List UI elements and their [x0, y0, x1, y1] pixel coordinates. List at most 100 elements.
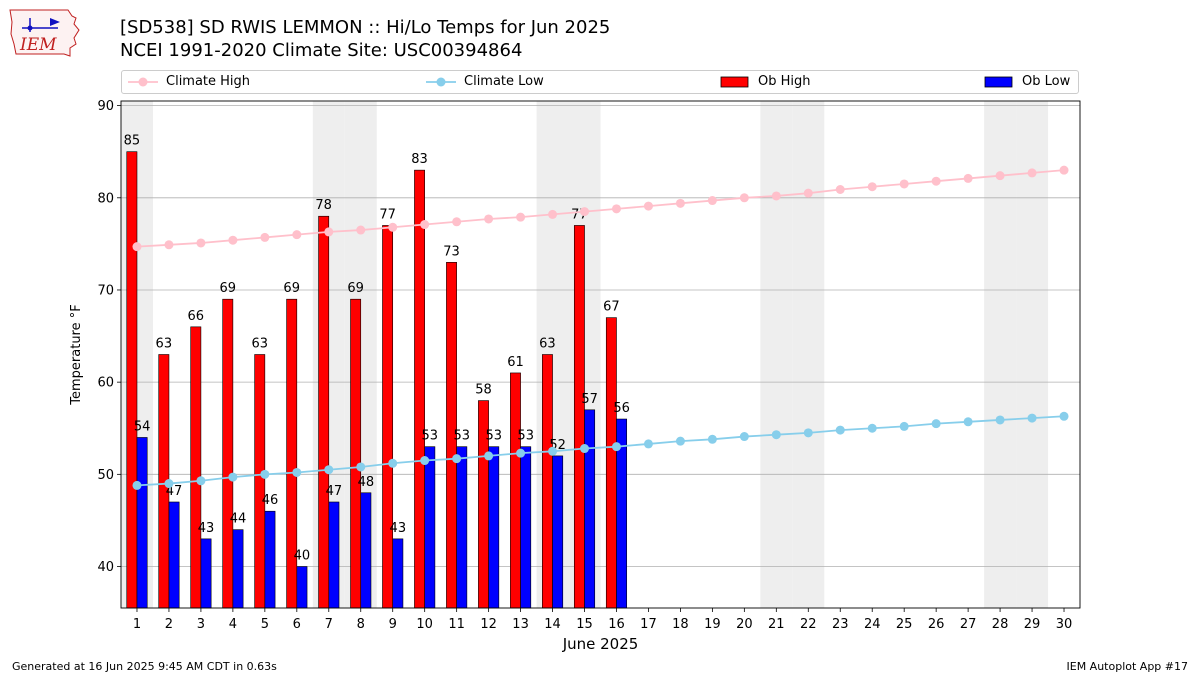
label-ob-high-9: 77 [379, 207, 396, 222]
bar-ob-low-6 [296, 566, 308, 609]
climate-high-point-27 [963, 173, 973, 183]
climate-low-point-7 [324, 465, 334, 475]
bar-ob-low-1 [136, 437, 148, 609]
ytick-label-40: 40 [97, 560, 114, 575]
xtick-label-25: 25 [896, 617, 913, 632]
bar-ob-high-16 [605, 317, 617, 609]
label-ob-low-10: 53 [422, 429, 439, 444]
climate-low-point-24 [867, 423, 877, 433]
weekend-band-29 [1016, 101, 1049, 608]
bar-ob-high-13 [510, 372, 521, 609]
bar-ob-low-7 [328, 501, 340, 609]
label-ob-high-6: 69 [283, 281, 300, 296]
legend-marker-climate-low [426, 77, 456, 86]
climate-low-point-15 [580, 444, 590, 454]
xtick-label-7: 7 [325, 617, 333, 632]
climate-low-point-9 [388, 458, 398, 468]
climate-low-point-28 [995, 415, 1005, 425]
xtick-label-26: 26 [928, 617, 945, 632]
climate-high-point-16 [611, 204, 621, 214]
climate-low-point-11 [452, 454, 462, 464]
legend-label-ob-low: Ob Low [1022, 74, 1071, 89]
xtick-label-22: 22 [800, 617, 817, 632]
climate-high-point-6 [292, 230, 302, 240]
bar-ob-low-2 [168, 501, 180, 609]
label-ob-high-12: 58 [475, 383, 492, 398]
climate-high-point-21 [771, 191, 781, 201]
bar-ob-low-14 [552, 455, 564, 609]
legend-item-climate-low: Climate Low [426, 74, 544, 89]
bar-ob-high-5 [254, 354, 266, 609]
xtick-label-23: 23 [832, 617, 849, 632]
xtick-label-10: 10 [416, 617, 433, 632]
legend-label-climate-high: Climate High [166, 74, 251, 89]
bar-ob-low-15 [584, 409, 596, 609]
climate-low-point-14 [548, 446, 558, 456]
label-ob-high-7: 78 [315, 198, 332, 213]
ytick-label-90: 90 [97, 99, 114, 114]
generated-note: Generated at 16 Jun 2025 9:45 AM CDT in … [12, 660, 277, 673]
xtick-label-27: 27 [960, 617, 977, 632]
iem-logo: IEM [9, 9, 80, 57]
climate-low-point-21 [771, 430, 781, 440]
climate-high-point-26 [931, 176, 941, 186]
bar-ob-high-3 [190, 326, 202, 609]
xtick-label-28: 28 [992, 617, 1009, 632]
climate-low-point-5 [260, 469, 270, 479]
label-ob-high-10: 83 [411, 152, 428, 167]
chart-subtitle: NCEI 1991-2020 Climate Site: USC00394864 [120, 40, 523, 61]
climate-low-point-29 [1027, 413, 1037, 423]
xtick-label-17: 17 [640, 617, 657, 632]
xtick-label-19: 19 [704, 617, 721, 632]
ytick-label-80: 80 [97, 191, 114, 206]
climate-high-point-2 [164, 240, 174, 250]
xtick-label-24: 24 [864, 617, 881, 632]
bar-ob-low-10 [424, 446, 436, 609]
ytick-label-50: 50 [97, 468, 114, 483]
xtick-label-16: 16 [608, 617, 625, 632]
climate-low-point-4 [228, 472, 238, 482]
xtick-label-12: 12 [480, 617, 497, 632]
bar-ob-high-10 [414, 169, 425, 609]
climate-low-point-23 [835, 425, 845, 435]
climate-high-point-23 [835, 184, 845, 194]
climate-low-point-22 [803, 428, 813, 438]
label-ob-low-9: 43 [390, 521, 407, 536]
xtick-label-21: 21 [768, 617, 785, 632]
label-ob-low-15: 57 [581, 392, 598, 407]
climate-high-point-24 [867, 182, 877, 192]
climate-low-point-30 [1059, 411, 1069, 421]
climate-high-point-30 [1059, 165, 1069, 175]
xtick-label-29: 29 [1024, 617, 1041, 632]
xtick-label-4: 4 [229, 617, 237, 632]
legend-label-climate-low: Climate Low [464, 74, 544, 89]
climate-low-point-13 [516, 448, 526, 458]
label-ob-high-4: 69 [219, 281, 236, 296]
label-ob-low-6: 40 [294, 549, 311, 564]
bar-ob-high-7 [318, 215, 330, 609]
climate-high-point-8 [356, 225, 366, 235]
climate-low-point-8 [356, 462, 366, 472]
climate-high-point-9 [388, 222, 398, 232]
climate-high-point-3 [196, 238, 206, 248]
climate-high-point-5 [260, 232, 270, 242]
ytick-label-70: 70 [97, 283, 114, 298]
plot-frame [120, 100, 1081, 609]
legend-marker-ob-low [984, 76, 1013, 87]
label-ob-low-16: 56 [613, 401, 630, 416]
bar-ob-low-9 [392, 538, 404, 609]
app-credit: IEM Autoplot App #17 [1066, 660, 1189, 673]
climate-low-point-25 [899, 421, 909, 431]
weekend-band-22 [792, 101, 825, 608]
label-ob-high-13: 61 [507, 355, 524, 370]
legend-item-climate-high: Climate High [128, 74, 250, 89]
label-ob-low-5: 46 [262, 493, 279, 508]
y-axis-label: Temperature °F [69, 304, 84, 405]
climate-high-point-25 [899, 179, 909, 189]
climate-low-point-19 [707, 434, 717, 444]
bar-ob-low-13 [520, 446, 532, 609]
climate-low-point-18 [675, 436, 685, 446]
bar-ob-low-12 [488, 446, 500, 609]
legend-marker-ob-high [720, 76, 749, 87]
climate-high-point-4 [228, 235, 238, 245]
